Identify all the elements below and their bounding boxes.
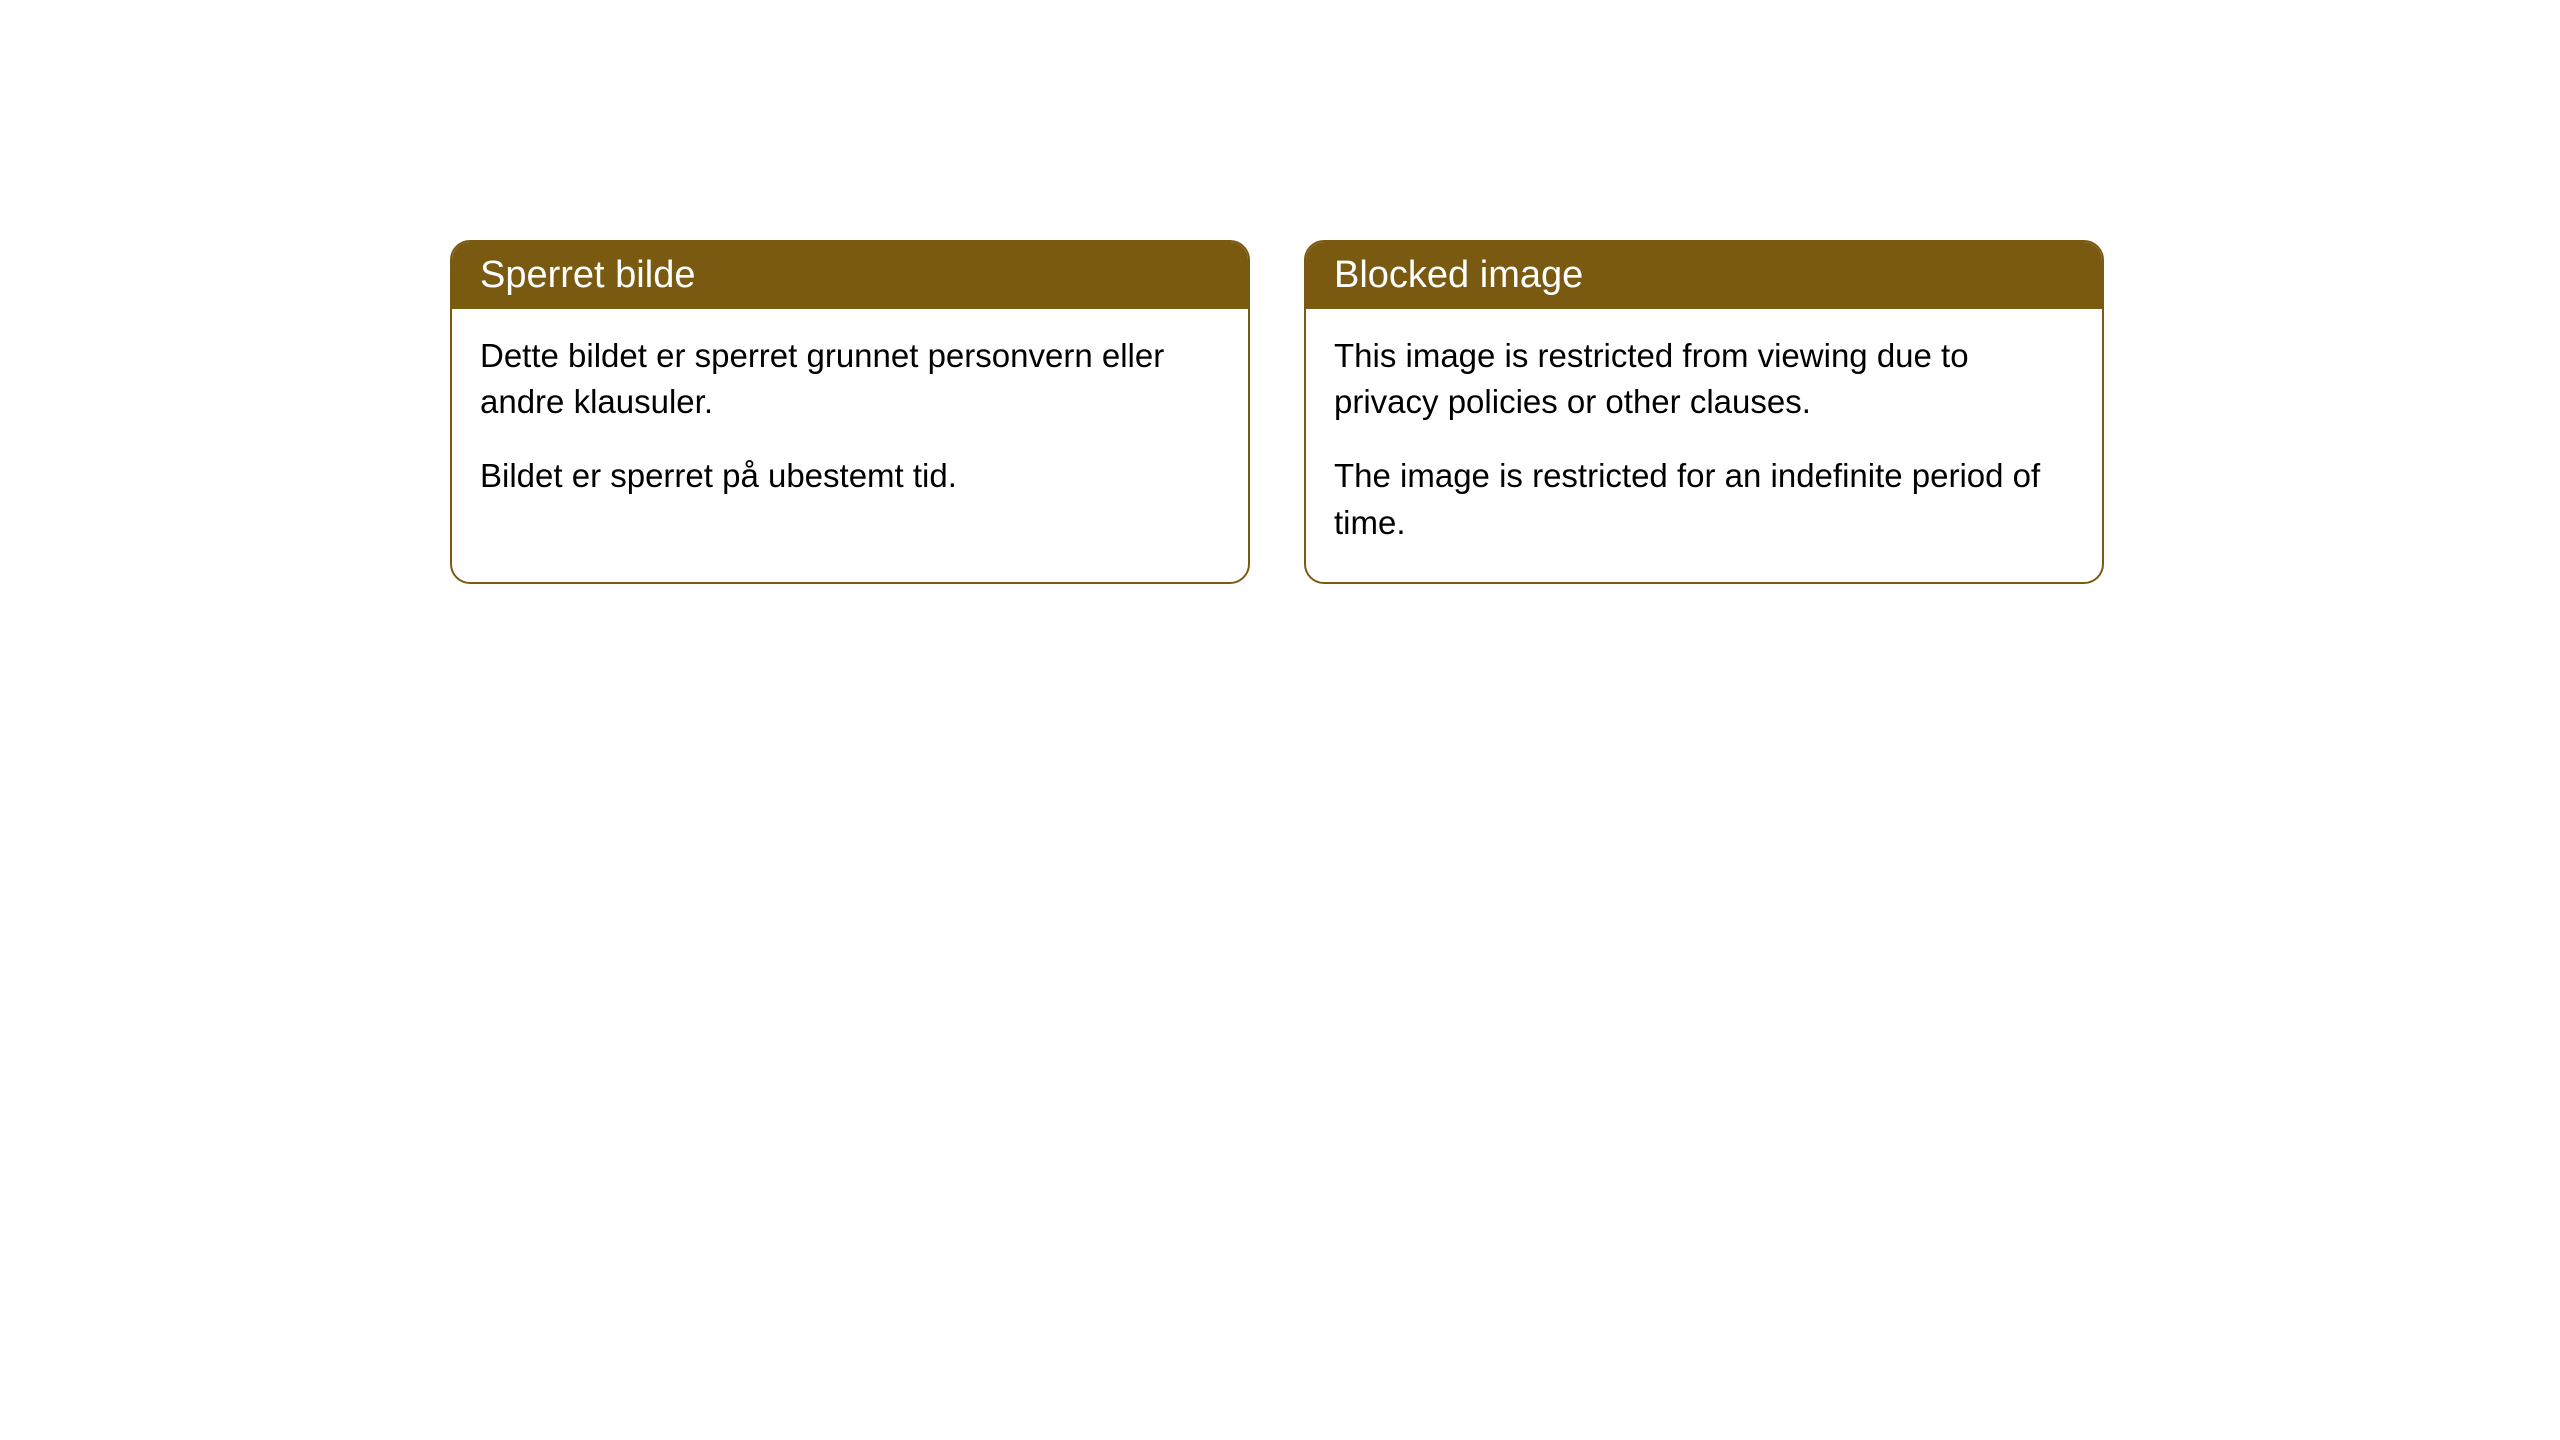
blocked-image-card-no: Sperret bilde Dette bildet er sperret gr… xyxy=(450,240,1250,584)
blocked-image-card-en: Blocked image This image is restricted f… xyxy=(1304,240,2104,584)
card-header-no: Sperret bilde xyxy=(452,242,1248,309)
notice-text-1-no: Dette bildet er sperret grunnet personve… xyxy=(480,333,1220,425)
card-body-en: This image is restricted from viewing du… xyxy=(1306,309,2102,582)
notice-text-2-no: Bildet er sperret på ubestemt tid. xyxy=(480,453,1220,499)
notice-text-1-en: This image is restricted from viewing du… xyxy=(1334,333,2074,425)
notice-cards-container: Sperret bilde Dette bildet er sperret gr… xyxy=(0,0,2560,584)
card-body-no: Dette bildet er sperret grunnet personve… xyxy=(452,309,1248,536)
notice-text-2-en: The image is restricted for an indefinit… xyxy=(1334,453,2074,545)
card-header-en: Blocked image xyxy=(1306,242,2102,309)
